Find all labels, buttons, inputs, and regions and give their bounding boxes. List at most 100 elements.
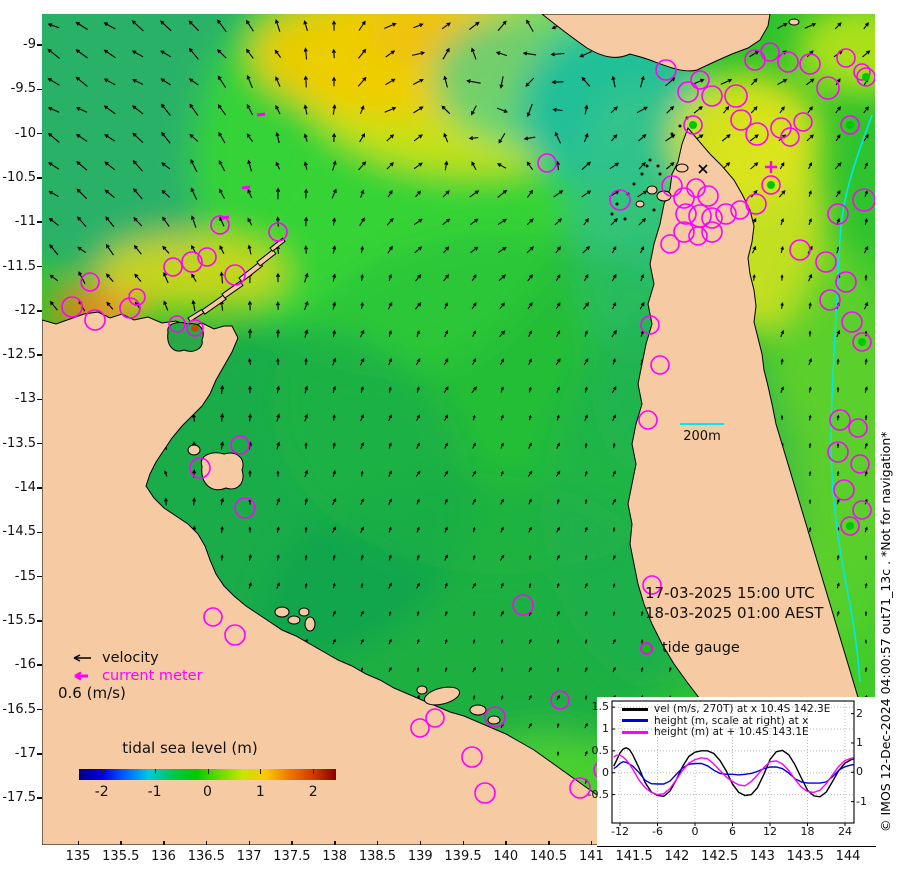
station-ring [640,315,660,335]
velocity-arrow [778,190,786,198]
y-tick-mark [37,310,42,312]
velocity-arrow [75,21,88,30]
x-tick-mark [376,841,379,845]
velocity-arrow [780,386,784,393]
velocity-arrow [639,75,645,88]
velocity-arrow [609,162,620,170]
velocity-arrow [808,414,812,421]
velocity-arrow [219,188,225,199]
velocity-arrow [388,274,392,282]
pellew-islands [274,606,316,632]
inset-x-tick-label: -12 [611,825,629,838]
velocity-arrow [555,302,561,310]
velocity-arrow [47,106,60,113]
x-tick-label: 142.5 [701,849,739,864]
station-ring [777,51,799,73]
velocity-arrow [276,385,281,394]
velocity-arrow [499,554,505,561]
velocity-arrow [303,47,308,60]
y-tick-label: -11.5 [2,258,36,274]
station-ring [224,264,246,286]
station-ring [833,479,855,501]
station-ring [650,355,670,375]
velocity-arrow [49,274,59,282]
y-tick-label: -14 [14,480,36,495]
velocity-arrow [332,610,336,617]
x-tick-mark [163,841,165,845]
velocity-arrow [247,159,253,172]
station-ring [61,296,83,318]
y-tick-label: -13.5 [2,435,36,451]
station-ring [224,624,246,646]
velocity-arrow [360,301,364,310]
station-x-marker [698,164,708,174]
velocity-arrow [388,386,392,393]
velocity-arrow [836,414,840,421]
current-meter-dash [256,112,266,117]
velocity-arrow [303,75,308,88]
velocity-arrow [500,442,504,449]
velocity-arrow [834,22,842,30]
velocity-arrow [385,78,396,86]
y-tick-mark [37,132,42,135]
velocity-arrow [750,78,758,86]
velocity-arrow [808,386,812,393]
velocity-arrow [133,244,142,255]
y-tick-mark [37,664,42,666]
velocity-arrow [864,555,868,560]
velocity-arrow [555,274,561,282]
y-tick-mark [37,221,42,223]
velocity-arrow [132,160,143,172]
velocity-arrow [499,302,505,310]
velocity-arrow [720,78,733,85]
velocity-arrow [304,497,308,506]
velocity-arrow [163,300,169,311]
velocity-arrow [584,470,588,477]
velocity-arrow [332,638,336,645]
tide-gauge-marker [688,120,698,130]
velocity-arrow [246,75,253,89]
station-ring [655,59,677,81]
velocity-arrow [387,245,393,254]
velocity-arrow [612,666,616,673]
velocity-arrow [836,442,840,448]
velocity-arrow [220,554,224,561]
station-ring [715,203,737,225]
tide-gauge-marker [857,337,867,347]
velocity-arrow [217,104,226,116]
velocity-arrow [444,526,448,533]
velocity-arrow [780,218,785,226]
station-ring [827,441,849,463]
velocity-arrow [836,554,840,561]
velocity-arrow [639,301,645,310]
velocity-arrow [441,105,451,115]
velocity-arrow [612,301,617,310]
velocity-arrow [554,218,563,226]
speed-scale-label: 0.6 (m/s) [58,684,126,702]
velocity-arrow [415,357,421,366]
velocity-arrow [331,76,337,87]
velocity-arrow [500,582,504,589]
velocity-arrow [75,106,88,113]
inset-legend-swatch [622,707,648,711]
velocity-arrow [808,218,813,226]
velocity-arrow [247,217,253,226]
velocity-arrow [388,470,392,477]
station-ring [186,319,204,337]
velocity-arrow [780,302,784,309]
velocity-arrow [416,442,420,449]
velocity-arrow [752,245,757,254]
velocity-arrow [442,190,450,198]
velocity-arrow [499,330,506,338]
velocity-arrow [836,498,840,505]
velocity-arrow [610,218,618,226]
velocity-arrow [471,161,477,171]
station-ring [181,251,203,273]
station-ring [537,153,557,173]
y-tick-mark [37,177,42,179]
velocity-arrow [303,133,308,142]
velocity-arrow [472,498,476,505]
velocity-arrow [248,582,252,589]
station-ring [841,311,863,333]
velocity-arrow [808,273,813,282]
